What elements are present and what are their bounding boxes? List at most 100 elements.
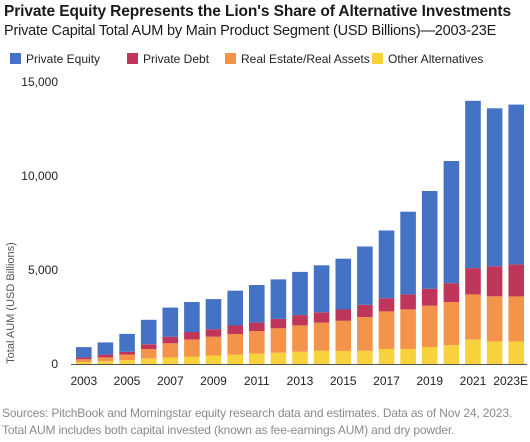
legend-label-other-alternatives: Other Alternatives bbox=[388, 52, 484, 66]
bar-private-equity-2015 bbox=[335, 258, 352, 310]
bar-real-estate-real-assets-2006 bbox=[140, 349, 157, 359]
bar-real-estate-real-assets-2023e bbox=[508, 296, 524, 342]
bar-private-equity-2023e bbox=[508, 104, 524, 265]
footer-source-note: Sources: PitchBook and Morningstar equit… bbox=[2, 406, 513, 420]
bar-other-alternatives-2013 bbox=[292, 351, 308, 364]
y-axis-label: Total AUM (USD Billions) bbox=[5, 242, 17, 364]
bar-real-estate-real-assets-2003 bbox=[76, 359, 92, 363]
bar-real-estate-real-assets-2016 bbox=[357, 317, 373, 351]
x-tick-label: 2007 bbox=[157, 374, 184, 388]
bar-private-debt-2016 bbox=[357, 304, 373, 317]
bar-other-alternatives-2006 bbox=[140, 358, 157, 364]
bar-real-estate-real-assets-2015 bbox=[335, 320, 352, 351]
x-tick-label: 2015 bbox=[330, 374, 357, 388]
bar-real-estate-real-assets-2010 bbox=[227, 333, 243, 355]
legend-label-real-estate: Real Estate/Real Assets bbox=[241, 52, 370, 66]
bar-real-estate-real-assets-2018 bbox=[400, 309, 416, 349]
bar-other-alternatives-2003 bbox=[76, 362, 92, 364]
bar-other-alternatives-2008 bbox=[184, 356, 200, 364]
bar-private-equity-2012 bbox=[270, 279, 287, 319]
x-tick-label: 2005 bbox=[114, 374, 141, 388]
y-tick-label: 10,000 bbox=[21, 169, 58, 183]
bar-private-debt-2012 bbox=[270, 318, 287, 329]
x-tick-label: 2019 bbox=[416, 374, 443, 388]
legend-swatch-real-estate bbox=[225, 53, 236, 64]
bar-private-debt-2019 bbox=[421, 288, 438, 306]
chart-title: Private Equity Represents the Lion's Sha… bbox=[4, 3, 511, 20]
x-tick-label: 2003 bbox=[70, 374, 97, 388]
bar-other-alternatives-2017 bbox=[378, 349, 395, 364]
bar-real-estate-real-assets-2012 bbox=[270, 328, 287, 353]
bar-other-alternatives-2020 bbox=[443, 345, 460, 364]
y-tick-label: 15,000 bbox=[21, 75, 58, 89]
bar-private-debt-2013 bbox=[292, 315, 308, 326]
x-tick-label: 2009 bbox=[200, 374, 227, 388]
x-tick-label: 2013 bbox=[287, 374, 314, 388]
bar-real-estate-real-assets-2017 bbox=[378, 311, 395, 349]
bar-private-debt-2007 bbox=[162, 336, 179, 344]
chart-footer: Sources: PitchBook and Morningstar equit… bbox=[2, 405, 512, 439]
legend-swatch-private-equity bbox=[10, 53, 21, 64]
bar-other-alternatives-2007 bbox=[162, 357, 179, 364]
bar-private-equity-2017 bbox=[378, 230, 395, 299]
bar-other-alternatives-2004 bbox=[97, 361, 114, 364]
bar-real-estate-real-assets-2013 bbox=[292, 325, 308, 352]
bar-other-alternatives-2022 bbox=[486, 341, 503, 364]
x-tick-label: 2021 bbox=[460, 374, 487, 388]
y-axis: 0 5,000 10,000 15,000 bbox=[21, 75, 58, 371]
bar-private-debt-2014 bbox=[313, 312, 330, 323]
bar-private-equity-2010 bbox=[227, 290, 243, 326]
x-tick-label: 2017 bbox=[373, 374, 400, 388]
bar-other-alternatives-2012 bbox=[270, 352, 287, 364]
bar-other-alternatives-2018 bbox=[400, 349, 416, 364]
bar-private-debt-2020 bbox=[443, 283, 460, 302]
bar-other-alternatives-2021 bbox=[465, 339, 481, 364]
bar-private-equity-2008 bbox=[184, 302, 200, 333]
bar-real-estate-real-assets-2020 bbox=[443, 302, 460, 346]
bar-private-equity-2021 bbox=[465, 100, 481, 269]
bar-private-debt-2008 bbox=[184, 332, 200, 340]
bar-real-estate-real-assets-2009 bbox=[205, 336, 222, 356]
bar-private-equity-2020 bbox=[443, 161, 460, 284]
chart-plot: Total AUM (USD Billions) 0 5,000 10,000 15,… bbox=[5, 75, 528, 388]
x-tick-label: 2011 bbox=[244, 374, 270, 388]
bar-private-debt-2022 bbox=[486, 266, 503, 297]
bar-private-debt-2004 bbox=[97, 354, 114, 358]
bar-other-alternatives-2014 bbox=[313, 350, 330, 364]
bar-other-alternatives-2005 bbox=[119, 360, 135, 364]
y-tick-label: 5,000 bbox=[28, 263, 58, 277]
chart-subtitle: Private Capital Total AUM by Main Produc… bbox=[4, 23, 497, 39]
legend-label-private-equity: Private Equity bbox=[26, 52, 101, 66]
bar-private-equity-2011 bbox=[249, 285, 265, 323]
legend-swatch-other-alternatives bbox=[372, 53, 383, 64]
x-axis: 2003 2005 2007 2009 2011 2013 2015 2017 2019 2021… bbox=[70, 364, 528, 388]
bar-private-equity-2019 bbox=[421, 191, 438, 289]
bar-private-equity-2009 bbox=[205, 299, 222, 330]
bar-private-equity-2007 bbox=[162, 307, 179, 337]
bar-private-debt-2005 bbox=[119, 351, 135, 355]
bar-real-estate-real-assets-2014 bbox=[313, 322, 330, 351]
bar-private-debt-2011 bbox=[249, 322, 265, 332]
bar-other-alternatives-2011 bbox=[249, 353, 265, 364]
bar-real-estate-real-assets-2022 bbox=[486, 296, 503, 342]
bar-private-debt-2010 bbox=[227, 325, 243, 334]
bar-private-debt-2015 bbox=[335, 309, 352, 321]
y-tick-label: 0 bbox=[51, 357, 58, 371]
bar-other-alternatives-2019 bbox=[421, 347, 438, 364]
bar-other-alternatives-2015 bbox=[335, 350, 352, 364]
bar-private-equity-2005 bbox=[119, 333, 135, 352]
footer-definition-note: Total AUM includes both capital invested… bbox=[2, 423, 455, 437]
bar-other-alternatives-2010 bbox=[227, 354, 243, 364]
bar-private-equity-2022 bbox=[486, 108, 503, 267]
bar-real-estate-real-assets-2011 bbox=[249, 331, 265, 354]
bar-private-equity-2016 bbox=[357, 246, 373, 305]
bar-real-estate-real-assets-2005 bbox=[119, 354, 135, 361]
bar-real-estate-real-assets-2007 bbox=[162, 343, 179, 358]
bar-private-equity-2014 bbox=[313, 265, 330, 313]
bar-other-alternatives-2016 bbox=[357, 350, 373, 364]
bar-private-debt-2006 bbox=[140, 344, 157, 349]
bar-real-estate-real-assets-2019 bbox=[421, 305, 438, 348]
legend-swatch-private-debt bbox=[127, 53, 138, 64]
bar-private-equity-2006 bbox=[140, 319, 157, 345]
bar-other-alternatives-2023e bbox=[508, 341, 524, 364]
